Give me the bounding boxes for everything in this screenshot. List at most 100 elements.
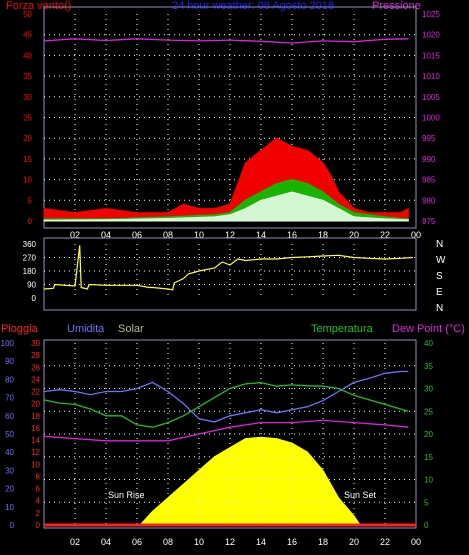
bottom-series: [43, 370, 416, 527]
temperature-tick-label: 35: [424, 362, 433, 371]
wind_avg-area: [43, 191, 409, 222]
pressure-line: [43, 38, 409, 44]
rain-tick-label: 0: [10, 521, 15, 530]
wind-tick-label: 50: [23, 10, 32, 19]
wind-tick-label: 45: [23, 31, 32, 40]
x-tick-label: 16: [287, 230, 297, 240]
humidity-tick-label: 22: [31, 388, 40, 397]
rain-tick-label: 100: [1, 339, 15, 348]
wind-tick-label: 15: [23, 155, 32, 164]
compass-label: N: [436, 303, 443, 314]
temperature-tick-label: 20: [424, 430, 433, 439]
temperature-line: [43, 381, 409, 428]
rain-tick-label: 40: [5, 448, 14, 457]
temperature-tick-label: 25: [424, 407, 433, 416]
top-series: [43, 38, 409, 222]
rain-tick-label: 30: [5, 466, 14, 475]
sunset-label: Sun Set: [344, 490, 377, 500]
direction-tick-label: 90: [27, 281, 36, 290]
wind-tick-label: 20: [23, 134, 32, 143]
pressure-tick-label: 1010: [422, 72, 440, 81]
rain-tick-label: 70: [5, 394, 14, 403]
rain-tick-label: 50: [5, 430, 14, 439]
x-tick-label: 18: [318, 230, 328, 240]
x-tick-label: 12: [225, 537, 235, 547]
dewpoint-line: [43, 419, 409, 442]
x-tick-label: 16: [287, 537, 297, 547]
sunrise-label: Sun Rise: [108, 490, 145, 500]
rain-tick-label: 10: [5, 503, 14, 512]
temperature-tick-label: 15: [424, 453, 433, 462]
rain-ticks: 0 10 20 30 40 50 60 70 80 90 100: [1, 339, 15, 530]
wind-tick-label: 0: [28, 217, 33, 226]
x-tick-label: 22: [380, 230, 390, 240]
x-tick-label: 14: [256, 230, 266, 240]
humidity-tick-label: 26: [31, 363, 40, 372]
humidity-tick-label: 2: [36, 509, 41, 518]
x-tick-label: 14: [256, 537, 266, 547]
humidity-tick-label: 30: [31, 339, 40, 348]
pressure-tick-label: 1000: [422, 114, 440, 123]
x-tick-label: 18: [318, 537, 328, 547]
compass-label: N: [436, 239, 443, 250]
rain-tick-label: 90: [5, 357, 14, 366]
temperature-tick-label: 40: [424, 339, 433, 348]
rain-axis-label: Pioggia: [1, 323, 39, 335]
humidity-tick-label: 28: [31, 351, 40, 360]
temperature-tick-label: 5: [424, 498, 429, 507]
compass-label: E: [436, 287, 443, 298]
humidity-axis-label: Umidita: [67, 323, 105, 335]
temperature-tick-label: 10: [424, 476, 433, 485]
wind-tick-label: 40: [23, 51, 32, 60]
direction-grid: [44, 244, 416, 298]
rain-tick-label: 60: [5, 412, 14, 421]
x-tick-label: 00: [411, 537, 421, 547]
humidity-tick-label: 14: [31, 436, 40, 445]
pressure-tick-label: 985: [422, 176, 436, 185]
pressure-tick-label: 990: [422, 155, 436, 164]
humidity-tick-label: 12: [31, 448, 40, 457]
temperature-ticks: 0 5 10 15 20 25 30 35 40: [424, 339, 433, 530]
x-tick-label: 02: [70, 537, 80, 547]
pressure-tick-label: 995: [422, 134, 436, 143]
wind-tick-label: 10: [23, 176, 32, 185]
humidity-tick-label: 4: [36, 497, 41, 506]
humidity-tick-label: 10: [31, 460, 40, 469]
humidity-tick-label: 16: [31, 424, 40, 433]
humidity-tick-label: 18: [31, 412, 40, 421]
humidity-line: [43, 370, 409, 423]
direction-tick-label: 360: [23, 240, 37, 249]
x-tick-label: 22: [380, 537, 390, 547]
x-tick-label: 00: [411, 230, 421, 240]
wind-tick-label: 35: [23, 72, 32, 81]
direction-ticks: 0 90 180 270 360: [23, 240, 37, 303]
pressure-axis-label: Pressione: [372, 0, 421, 12]
x-tick-label: 10: [194, 537, 204, 547]
wind-ticks: 0 5 10 15 20 25 30 35 40 45 50: [23, 10, 32, 226]
rain-tick-label: 80: [5, 375, 14, 384]
direction-panel-frame: [43, 237, 417, 311]
temperature-tick-label: 30: [424, 385, 433, 394]
dewpoint-axis-label: Dew Point (°C): [392, 323, 465, 335]
x-tick-label: 08: [163, 537, 173, 547]
x-tick-label: 20: [349, 537, 359, 547]
compass-label: W: [436, 255, 446, 266]
x-tick-label: 04: [101, 537, 111, 547]
solar-axis-label: Solar: [118, 323, 144, 335]
x-tick-label: 20: [349, 230, 359, 240]
bottom-x-ticks: 02 04 06 08 10 12 14 16 18 20 22 00: [70, 537, 421, 547]
x-tick-label: 04: [101, 230, 111, 240]
x-tick-label: 12: [225, 230, 235, 240]
temperature-tick-label: 0: [424, 521, 429, 530]
wind-tick-label: 25: [23, 114, 32, 123]
x-tick-label: 08: [163, 230, 173, 240]
pressure-tick-label: 1015: [422, 51, 440, 60]
x-tick-label: 10: [194, 230, 204, 240]
compass-label: S: [436, 271, 443, 282]
wind-tick-label: 30: [23, 93, 32, 102]
pressure-tick-label: 1025: [422, 10, 440, 19]
top-x-ticks: 02 04 06 08 10 12 14 16 18 20 22 00: [70, 230, 421, 240]
direction-series: [43, 245, 413, 291]
